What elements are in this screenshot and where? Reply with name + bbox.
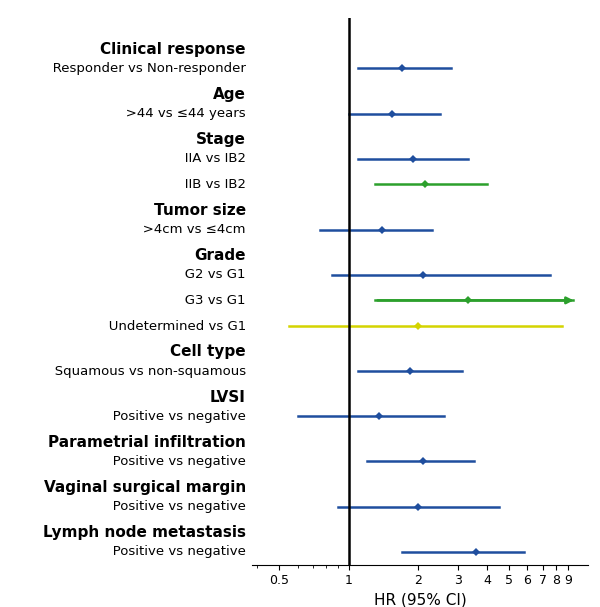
- Text: Squamous vs non-squamous: Squamous vs non-squamous: [42, 365, 246, 378]
- Text: Positive vs negative: Positive vs negative: [100, 500, 246, 513]
- Text: >4cm vs ≤4cm: >4cm vs ≤4cm: [130, 223, 246, 236]
- Text: IIB vs IB2: IIB vs IB2: [172, 178, 246, 191]
- Text: Tumor size: Tumor size: [154, 203, 246, 218]
- Text: Grade: Grade: [194, 248, 246, 263]
- Text: G3 vs G1: G3 vs G1: [173, 294, 246, 307]
- Text: IIA vs IB2: IIA vs IB2: [172, 152, 246, 165]
- Text: Positive vs negative: Positive vs negative: [100, 410, 246, 423]
- Text: Vaginal surgical margin: Vaginal surgical margin: [44, 480, 246, 495]
- Text: G2 vs G1: G2 vs G1: [173, 268, 246, 281]
- Text: >44 vs ≤44 years: >44 vs ≤44 years: [113, 107, 246, 120]
- Text: Positive vs negative: Positive vs negative: [100, 455, 246, 468]
- Text: Stage: Stage: [196, 132, 246, 147]
- X-axis label: HR (95% CI): HR (95% CI): [374, 593, 466, 607]
- Text: Positive vs negative: Positive vs negative: [100, 545, 246, 558]
- Text: LVSI: LVSI: [210, 390, 246, 404]
- Text: Undetermined vs G1: Undetermined vs G1: [96, 320, 246, 333]
- Text: Age: Age: [213, 87, 246, 102]
- Text: Parametrial infiltration: Parametrial infiltration: [48, 435, 246, 450]
- Text: Lymph node metastasis: Lymph node metastasis: [43, 525, 246, 540]
- Text: Clinical response: Clinical response: [100, 42, 246, 56]
- Text: Cell type: Cell type: [170, 344, 246, 359]
- Text: Responder vs Non-responder: Responder vs Non-responder: [40, 62, 246, 75]
